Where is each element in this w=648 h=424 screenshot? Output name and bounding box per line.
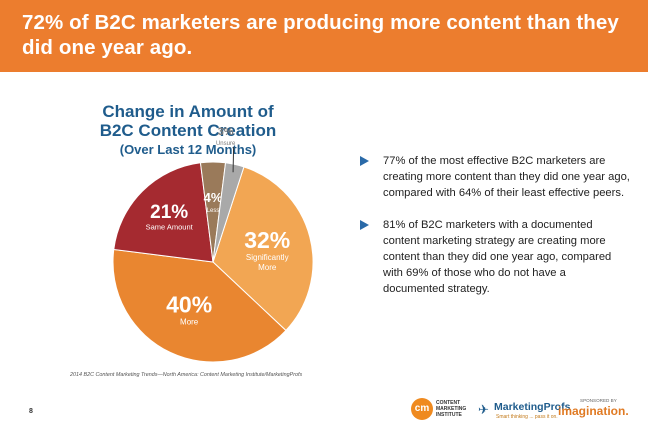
sponsor-logo: SPONSORED BY imagination.	[558, 398, 638, 420]
marketingprofs-name: MarketingProfs	[494, 401, 571, 413]
pie-slice-same-amount	[113, 162, 214, 263]
marketingprofs-tagline: Smart thinking ... pass it on.	[496, 414, 558, 420]
leader-line	[232, 146, 235, 173]
bullet-arrow-icon	[360, 156, 369, 166]
page-number: 8	[29, 408, 33, 415]
pie-slice-unsure	[212, 162, 245, 263]
slice-category-label: Same Amount	[146, 223, 194, 232]
sponsor-name: imagination.	[558, 404, 629, 418]
slice-percent-label: 21%	[150, 202, 188, 223]
bullet-item: 77% of the most effective B2C marketers …	[360, 153, 630, 201]
bullet-item: 81% of B2C marketers with a documented c…	[360, 217, 630, 297]
slice-category-label: Significantly	[246, 253, 289, 262]
pie-slice-more	[112, 248, 287, 363]
bullet-list: 77% of the most effective B2C marketers …	[360, 153, 630, 313]
bird-icon: ✈	[478, 402, 489, 417]
source-note: 2014 B2C Content Marketing Trends—North …	[70, 372, 303, 378]
slice-percent-label: 3%	[218, 126, 234, 138]
slice-category-label: More	[180, 318, 199, 327]
chart-title: Change in Amount of B2C Content Creation	[99, 102, 277, 140]
bullet-text: 77% of the most effective B2C marketers …	[383, 155, 630, 199]
chart-subtitle: (Over Last 12 Months)	[119, 142, 257, 157]
cmi-logo: cm CONTENT MARKETING INSTITUTE	[411, 398, 486, 420]
slice-category-label: More	[258, 263, 277, 272]
cmi-logo-text: CONTENT MARKETING INSTITUTE	[436, 400, 467, 418]
slice-category-label: Unsure	[216, 141, 236, 147]
title-banner: 72% of B2C marketers are producing more …	[0, 0, 648, 72]
slice-percent-label: 40%	[166, 292, 212, 318]
slice-percent-label: 32%	[244, 227, 290, 253]
bullet-text: 81% of B2C marketers with a documented c…	[383, 219, 612, 295]
pie-slice-significantly-more	[212, 166, 314, 332]
cmi-logo-mark: cm	[411, 398, 433, 420]
slice-percent-label: 4%	[204, 190, 223, 205]
slice-category-label: Less	[207, 208, 220, 214]
sponsored-by-label: SPONSORED BY	[580, 398, 617, 403]
marketingprofs-logo: ✈ MarketingProfs Smart thinking ... pass…	[478, 400, 570, 422]
page-title: 72% of B2C marketers are producing more …	[22, 11, 619, 59]
bullet-arrow-icon	[360, 220, 369, 230]
